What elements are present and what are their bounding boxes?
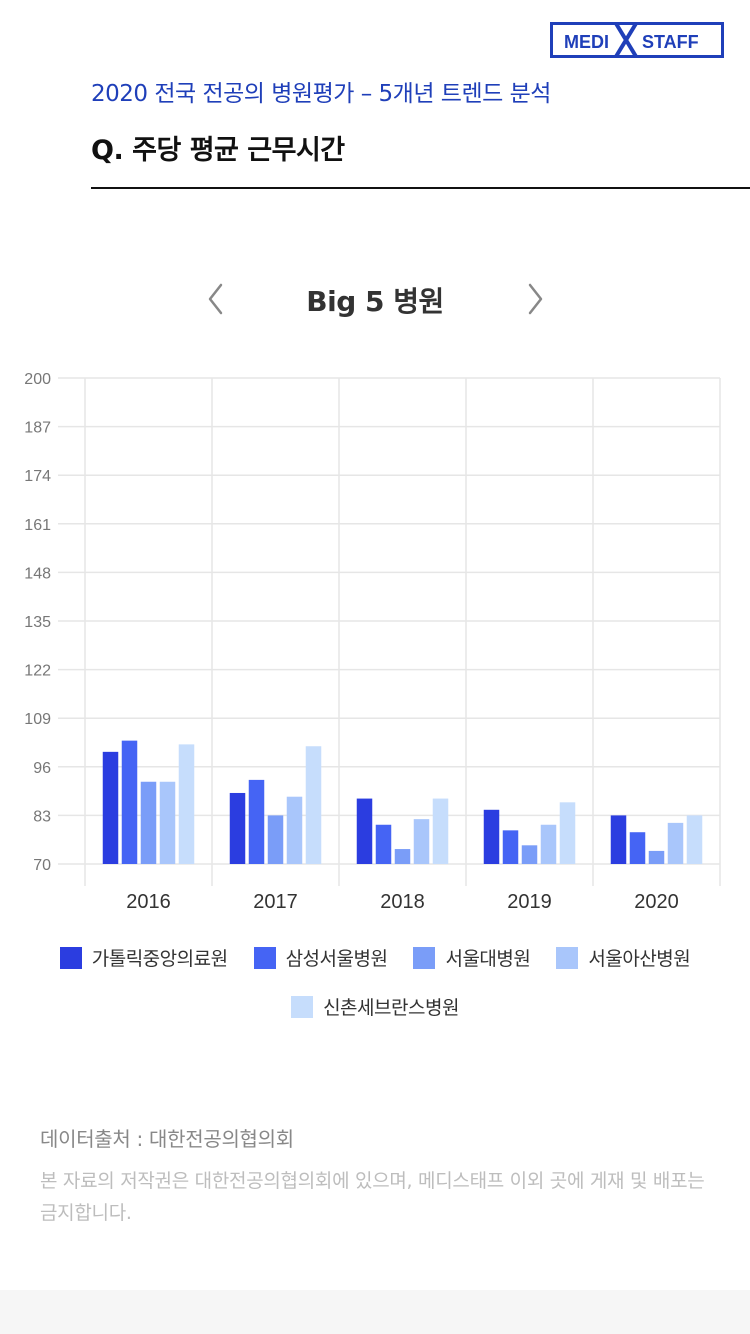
- legend-label: 가톨릭중앙의료원: [91, 948, 228, 970]
- legend-item: 삼성서울병원: [253, 944, 388, 971]
- question-title: Q. 주당 평균 근무시간: [91, 135, 345, 166]
- bar: [502, 830, 519, 864]
- bar: [121, 740, 138, 864]
- bar: [305, 746, 322, 864]
- bar: [248, 779, 265, 864]
- legend-swatch: [253, 946, 276, 969]
- bar: [483, 809, 500, 864]
- chevron-right-icon: [528, 283, 543, 315]
- bar: [267, 815, 284, 864]
- y-tick-label: 109: [24, 711, 51, 728]
- bar: [178, 744, 195, 864]
- bar: [629, 832, 646, 864]
- y-tick-label: 200: [24, 371, 51, 388]
- bar: [286, 796, 303, 864]
- legend-item: 서울대병원: [413, 944, 531, 971]
- y-tick-label: 96: [33, 760, 51, 777]
- x-tick-label: 2018: [380, 891, 425, 913]
- bar: [432, 798, 449, 864]
- bar: [521, 845, 538, 864]
- legend-swatch: [59, 946, 82, 969]
- y-tick-label: 174: [24, 468, 51, 485]
- bar: [159, 781, 176, 864]
- chevron-left-icon: [208, 283, 223, 315]
- chart-navigation: Big 5 병원: [0, 274, 750, 324]
- legend-item: 가톨릭중앙의료원: [59, 944, 228, 971]
- bar: [559, 802, 576, 864]
- title-divider: [91, 187, 750, 189]
- legend-item: 신촌세브란스병원: [291, 993, 459, 1020]
- bar: [413, 819, 430, 864]
- bar: [375, 824, 392, 864]
- bar-chart: 200 187 174 161 148 135 122 109 96 83 70 2016 2017 20…: [24, 371, 721, 913]
- y-tick-label: 83: [33, 808, 51, 825]
- legend-swatch: [556, 946, 579, 969]
- report-subtitle: 2020 전국 전공의 병원평가 – 5개년 트렌드 분석: [91, 81, 551, 107]
- bar: [540, 824, 557, 864]
- legend-label: 삼성서울병원: [285, 948, 388, 970]
- y-tick-label: 148: [24, 565, 51, 582]
- prev-chart-button[interactable]: [196, 274, 236, 324]
- legend-swatch: [291, 995, 314, 1018]
- logo-text-left: MEDI: [564, 32, 609, 52]
- chart-title: Big 5 병원: [306, 285, 444, 318]
- legend-label: 신촌세브란스병원: [323, 997, 459, 1019]
- bar: [356, 798, 373, 864]
- legend-swatch: [413, 946, 436, 969]
- bar: [102, 751, 119, 864]
- legend-label: 서울아산병원: [588, 948, 691, 970]
- footer-band: [0, 1290, 750, 1334]
- bar: [229, 792, 246, 864]
- legend-label: 서울대병원: [445, 948, 531, 970]
- y-tick-label: 70: [33, 857, 51, 874]
- y-tick-label: 122: [24, 663, 51, 680]
- bar: [610, 815, 627, 864]
- x-tick-label: 2020: [634, 891, 679, 913]
- logo-text-right: STAFF: [642, 32, 699, 52]
- data-source: 데이터출처 : 대한전공의협의회: [40, 1127, 294, 1151]
- legend-item: 서울아산병원: [556, 944, 691, 971]
- y-tick-label: 161: [24, 517, 51, 534]
- medistaff-logo: MEDI STAFF: [550, 22, 724, 58]
- x-tick-label: 2019: [507, 891, 552, 913]
- copyright-note: 본 자료의 저작권은 대한전공의협의회에 있으며, 메디스태프 이외 곳에 게재…: [40, 1170, 705, 1224]
- x-tick-label: 2017: [253, 891, 298, 913]
- bar: [140, 781, 157, 864]
- bar: [667, 822, 684, 864]
- bar: [686, 815, 703, 864]
- y-tick-label: 187: [24, 420, 51, 437]
- bar: [394, 849, 411, 864]
- next-chart-button[interactable]: [516, 274, 556, 324]
- y-tick-label: 135: [24, 614, 51, 631]
- bar: [648, 850, 665, 864]
- x-tick-label: 2016: [126, 891, 171, 913]
